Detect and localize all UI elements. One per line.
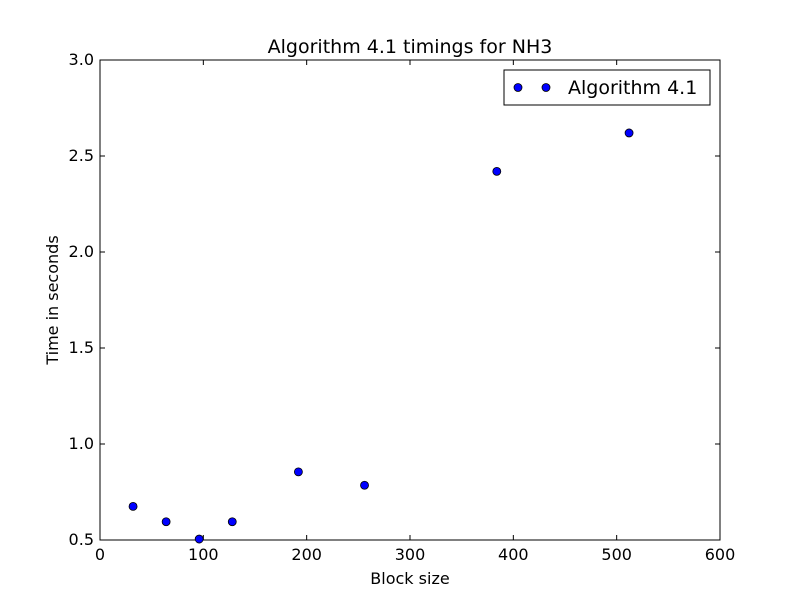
- legend-box: [503, 69, 711, 106]
- y-tick-label: 0.5: [69, 530, 94, 549]
- x-tick-label: 0: [95, 545, 105, 564]
- x-tick-label: 100: [188, 545, 219, 564]
- axis-tick-labels: 0 100 200 300 400 500 600 0.5 1.0 1.5 2.0 2.5 3.0: [69, 50, 736, 564]
- x-tick-label: 300: [395, 545, 426, 564]
- axis-ticks: [99, 59, 721, 541]
- data-point: [492, 166, 502, 176]
- plot-area-frame: [99, 59, 721, 541]
- x-tick-label: 400: [498, 545, 529, 564]
- data-point: [128, 501, 138, 511]
- data-point: [624, 128, 634, 138]
- y-tick-label: 2.0: [69, 242, 94, 261]
- legend-marker-right: [541, 83, 551, 92]
- x-tick-label: 600: [705, 545, 736, 564]
- chart-title: Algorithm 4.1 timings for NH3: [268, 36, 553, 58]
- data-points: [128, 128, 634, 544]
- y-tick-label: 2.5: [69, 146, 94, 165]
- data-point: [360, 480, 369, 490]
- legend-marker-left: [513, 83, 523, 92]
- y-tick-label: 1.0: [69, 434, 94, 453]
- legend-label: Algorithm 4.1: [568, 77, 697, 99]
- legend: Algorithm 4.1: [503, 69, 711, 106]
- x-tick-label: 200: [291, 545, 322, 564]
- x-tick-label: 500: [601, 545, 632, 564]
- y-tick-label: 1.5: [69, 338, 94, 357]
- data-point: [194, 534, 204, 544]
- data-point: [227, 517, 237, 527]
- data-point: [293, 467, 303, 477]
- y-tick-label: 3.0: [69, 50, 94, 69]
- x-axis-label: Block size: [370, 569, 449, 588]
- y-axis-label: Time in seconds: [43, 235, 62, 365]
- data-point: [161, 517, 171, 527]
